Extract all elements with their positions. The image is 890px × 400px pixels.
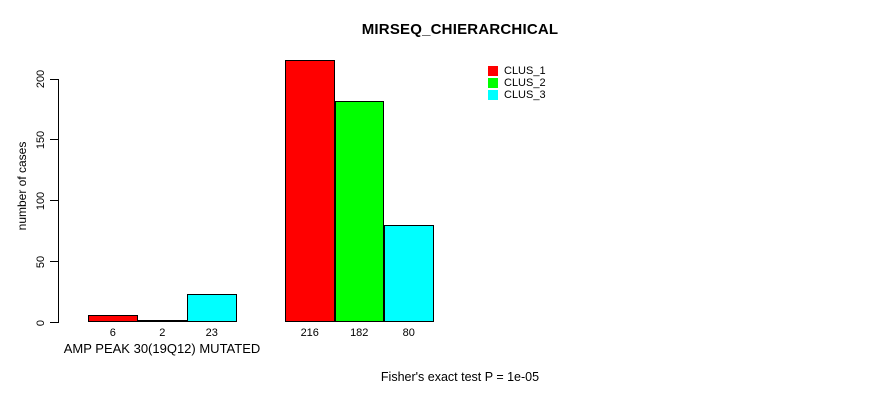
bar-clus_2-group1: [137, 320, 187, 323]
legend-label: CLUS_1: [504, 64, 546, 77]
bar-value-label: 216: [300, 326, 319, 339]
bar-value-label: 2: [159, 326, 166, 339]
y-axis-tick-label: 0: [35, 319, 47, 326]
legend-row-clus_1: CLUS_1: [488, 64, 546, 77]
y-axis-label: number of cases: [15, 141, 29, 231]
y-axis-line: [58, 79, 59, 323]
bar-clus_3-group2: [384, 225, 434, 323]
legend-row-clus_3: CLUS_3: [488, 89, 546, 102]
bar-clus_1-group2: [285, 59, 335, 323]
y-axis-tick: [50, 200, 58, 202]
y-axis-tick-label: 200: [35, 69, 47, 89]
y-axis-tick-label: 150: [35, 130, 47, 150]
bar-value-label: 23: [205, 326, 218, 339]
y-axis-tick: [50, 261, 58, 263]
bar-value-label: 6: [109, 326, 116, 339]
bar-value-label: 182: [350, 326, 369, 339]
legend-row-clus_2: CLUS_2: [488, 76, 546, 89]
bar-clus_1-group1: [88, 315, 138, 323]
legend-swatch-clus_3: [488, 90, 498, 101]
y-axis-tick-label: 100: [35, 191, 47, 210]
legend-label: CLUS_3: [504, 89, 546, 102]
subtitle-annotation: Fisher's exact test P = 1e-05: [380, 370, 540, 384]
legend-swatch-clus_2: [488, 77, 498, 88]
x-axis-group-label: AMP PEAK 30(19Q12) MUTATED: [63, 341, 261, 356]
legend-label: CLUS_2: [504, 76, 546, 89]
y-axis-tick: [50, 78, 58, 80]
bar-clus_3-group1: [187, 294, 237, 323]
y-axis-tick: [50, 322, 58, 323]
y-axis-tick-label: 50: [35, 255, 47, 268]
chart-title: MIRSEQ_CHIERARCHICAL: [361, 21, 559, 38]
bar-clus_2-group2: [334, 100, 384, 323]
bar-value-label: 80: [402, 326, 415, 339]
legend: CLUS_1 CLUS_2 CLUS_3: [488, 65, 546, 102]
legend-swatch-clus_1: [488, 65, 498, 76]
y-axis-tick: [50, 139, 58, 141]
